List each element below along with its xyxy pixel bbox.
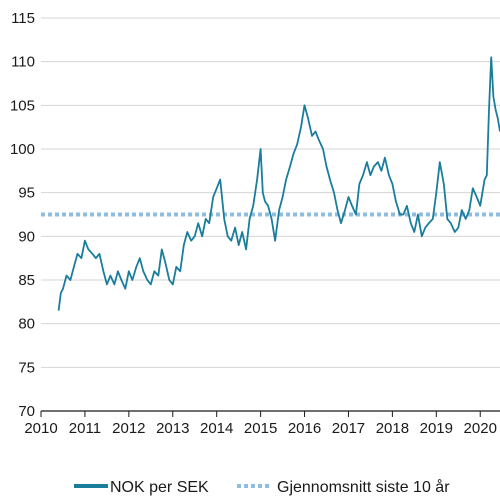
y-tick-label: 100	[10, 141, 35, 158]
y-tick-label: 95	[18, 185, 35, 202]
x-tick-label: 2010	[24, 420, 57, 437]
legend: NOK per SEK Gjennomsnitt siste 10 år	[74, 478, 450, 496]
series-line-layer	[57, 56, 500, 311]
y-tick-label: 90	[18, 228, 35, 245]
x-tick-label: 2017	[332, 420, 365, 437]
y-tick-label: 70	[18, 403, 35, 420]
x-tick-label: 2013	[156, 420, 189, 437]
x-tick-label: 2019	[420, 420, 453, 437]
series-line-nok-per-sek	[57, 56, 500, 311]
x-tick-label: 2011	[69, 420, 101, 437]
x-tick-label: 2015	[244, 420, 277, 437]
y-tick-label: 115	[11, 10, 35, 27]
tick-labels: 70 75 80 85 90 95 100 105 110 115 2010 2011 2012 2013…	[10, 10, 497, 437]
x-tick-label: 2020	[464, 420, 497, 437]
y-tick-label: 110	[11, 54, 35, 71]
grid-lines	[41, 17, 500, 368]
x-tick-label: 2016	[288, 420, 321, 437]
legend-label-average: Gjennomsnitt siste 10 år	[277, 478, 450, 496]
y-tick-label: 105	[10, 97, 35, 114]
y-tick-label: 75	[18, 359, 35, 376]
y-tick-label: 80	[18, 316, 35, 333]
y-tick-label: 85	[18, 272, 35, 289]
legend-label-nok-per-sek: NOK per SEK	[110, 479, 209, 496]
x-tick-label: 2012	[112, 420, 145, 437]
x-tick-label: 2014	[200, 420, 233, 437]
axes	[40, 410, 500, 417]
x-tick-label: 2018	[376, 420, 409, 437]
